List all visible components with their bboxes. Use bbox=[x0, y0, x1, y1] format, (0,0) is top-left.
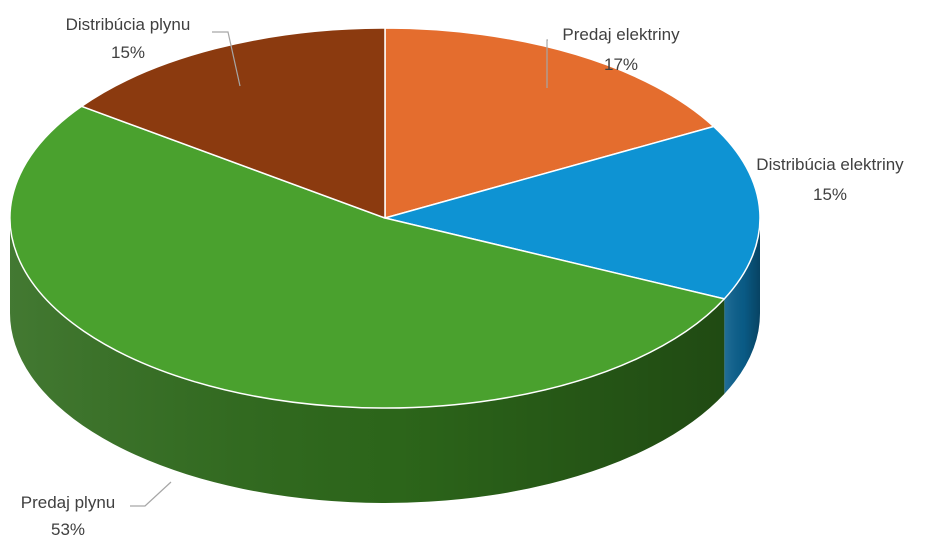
slice-predaj-plynu bbox=[9, 105, 726, 409]
label-predaj-elektriny: Predaj elektriny 17% bbox=[546, 25, 680, 88]
leader-line bbox=[130, 481, 172, 507]
leader-line bbox=[212, 31, 241, 87]
category-label: Predaj plynu bbox=[21, 493, 116, 512]
data-labels: Predaj elektriny 17% Distribúcia elektri… bbox=[21, 15, 904, 539]
value-label: 53% bbox=[51, 520, 85, 539]
slice-distribucia-plynu bbox=[80, 27, 386, 219]
slice-predaj-elektriny bbox=[384, 27, 715, 219]
value-label: 15% bbox=[813, 185, 847, 204]
pie-sides bbox=[10, 218, 760, 504]
category-label: Distribúcia plynu bbox=[66, 15, 191, 34]
value-label: 17% bbox=[604, 55, 638, 74]
slice-distribucia-elektriny bbox=[384, 125, 761, 300]
pie-slices bbox=[9, 27, 761, 409]
label-distribucia-elektriny: Distribúcia elektriny 15% bbox=[756, 155, 904, 204]
leader-line bbox=[546, 39, 548, 88]
category-label: Distribúcia elektriny bbox=[756, 155, 904, 174]
slice-side-shading bbox=[724, 218, 760, 394]
category-label: Predaj elektriny bbox=[562, 25, 680, 44]
slice-side-shading bbox=[10, 218, 725, 504]
label-predaj-plynu: Predaj plynu 53% bbox=[21, 481, 172, 539]
label-distribucia-plynu: Distribúcia plynu 15% bbox=[66, 15, 241, 87]
value-label: 15% bbox=[111, 43, 145, 62]
